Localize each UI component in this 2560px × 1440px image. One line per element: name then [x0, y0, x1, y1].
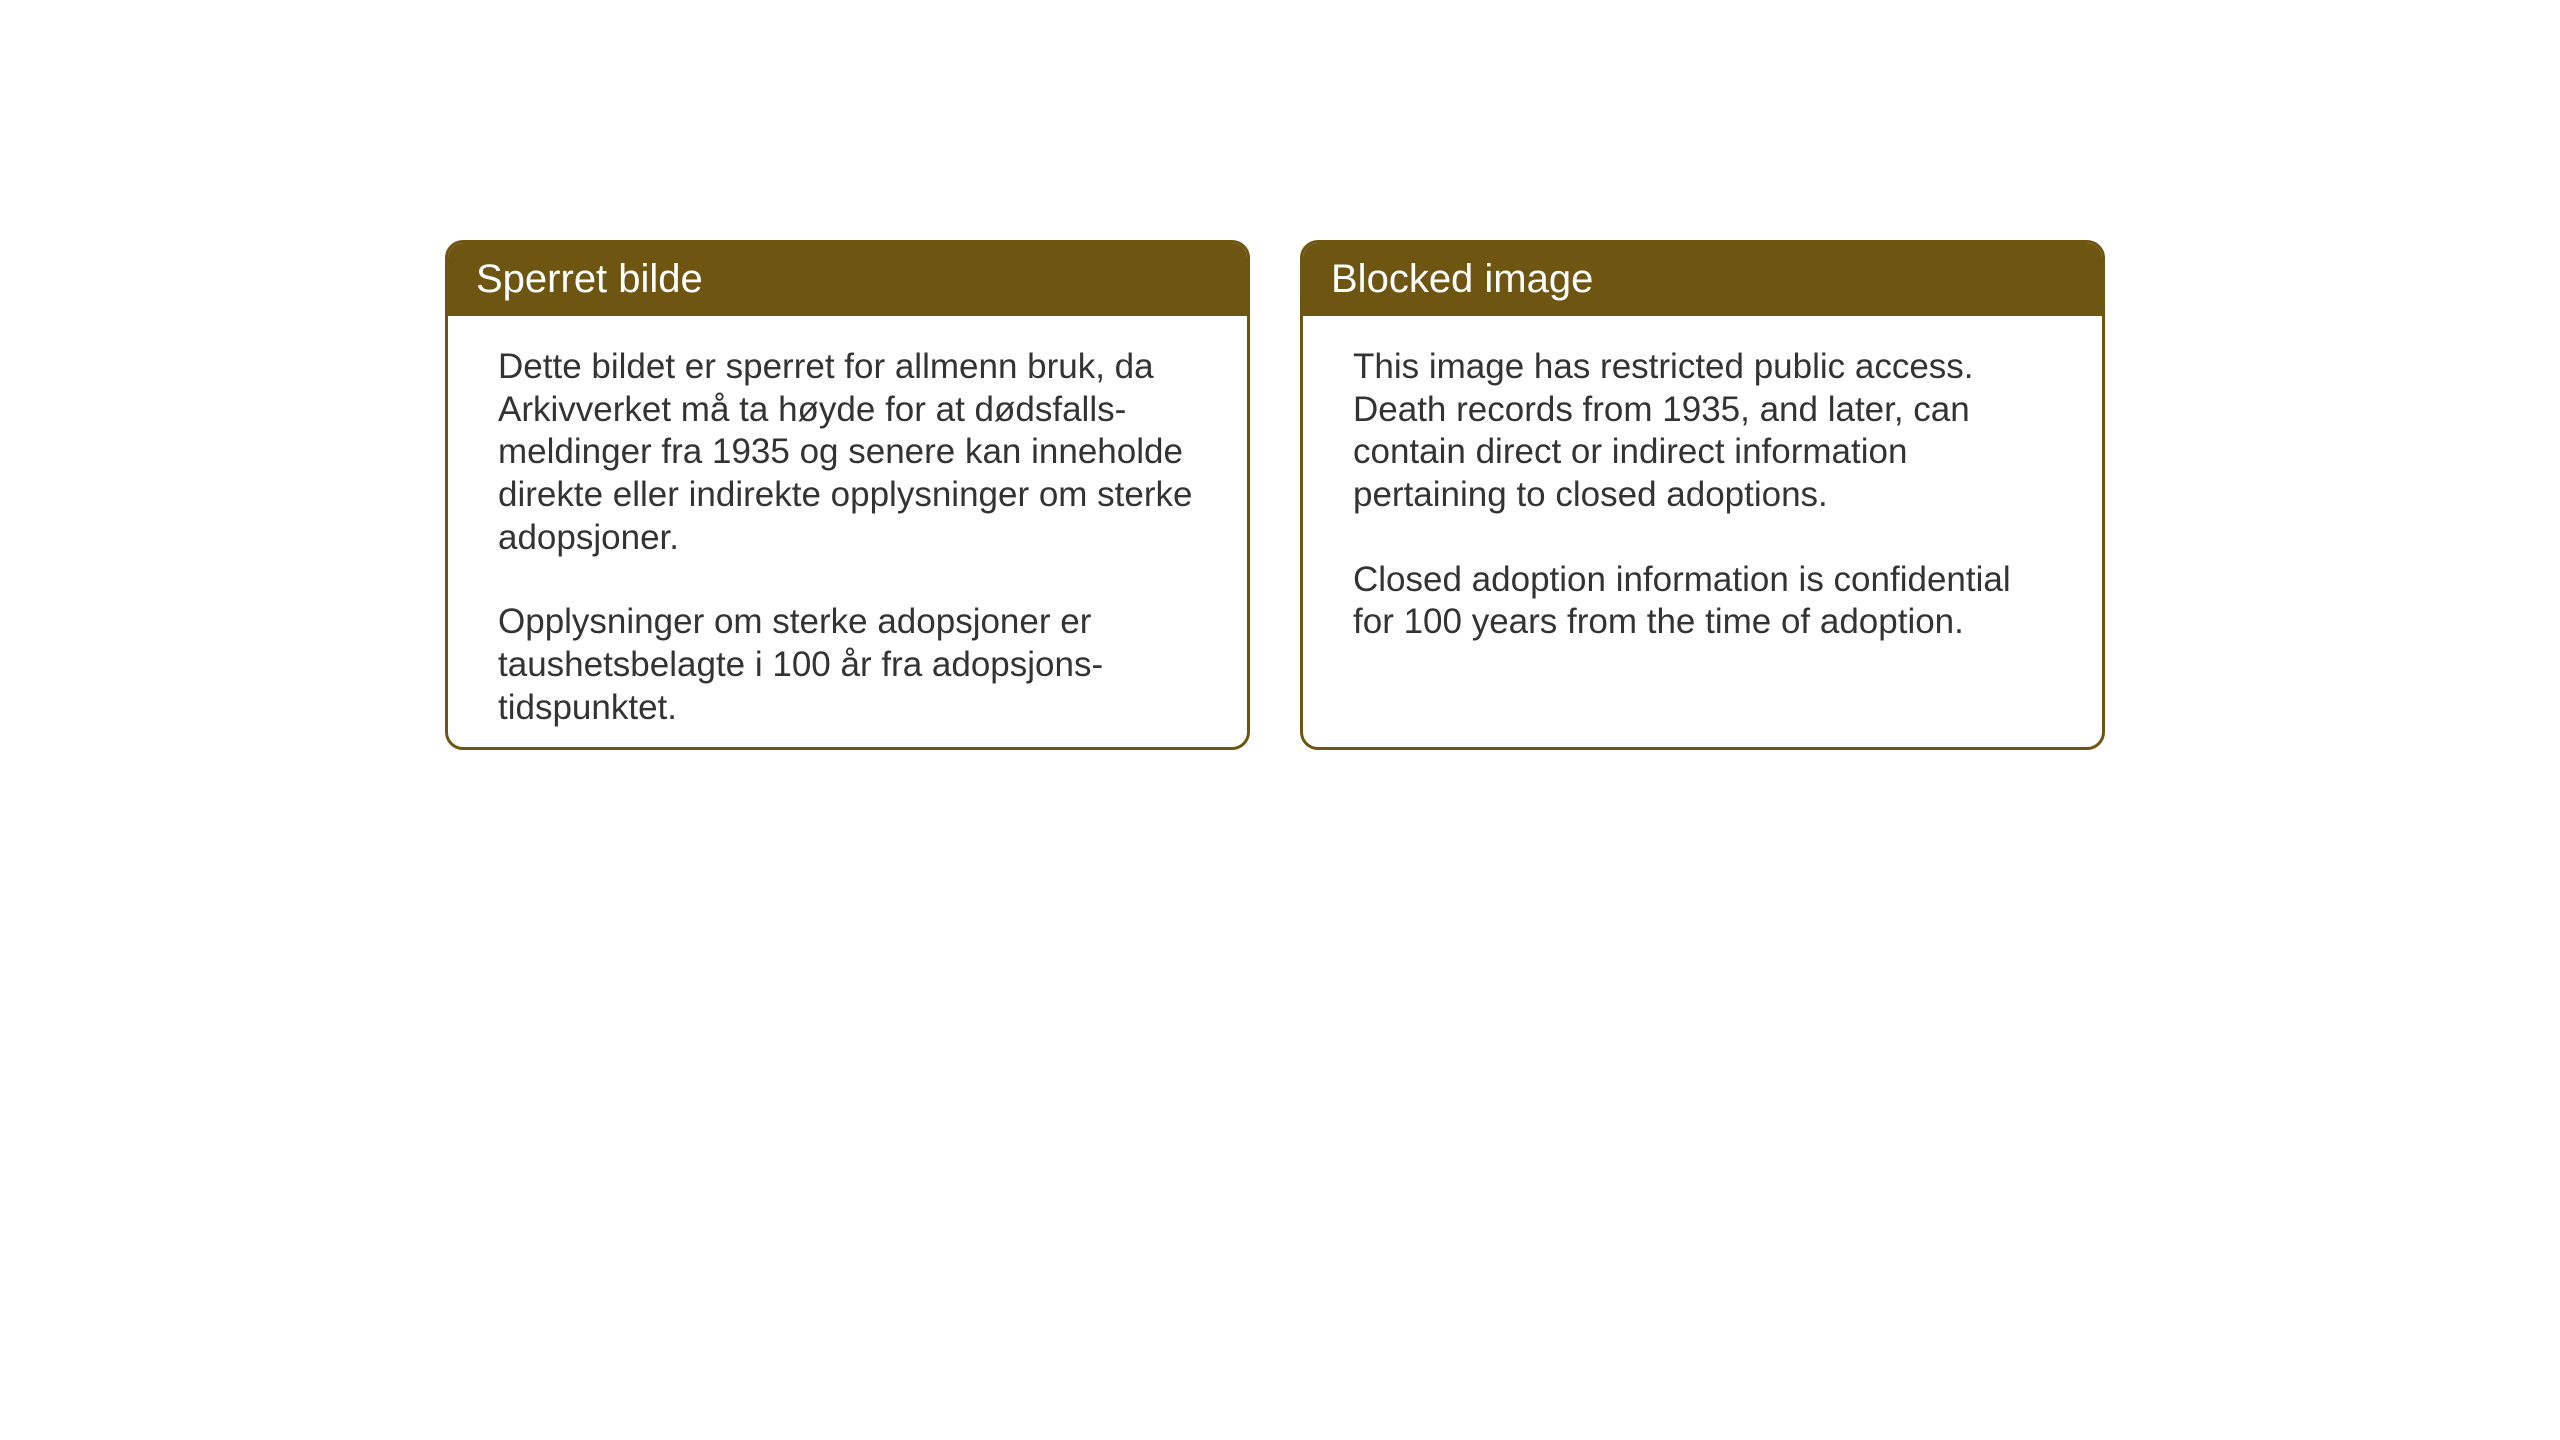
card-norwegian-title: Sperret bilde [476, 257, 703, 301]
card-english-title: Blocked image [1331, 257, 1593, 301]
card-norwegian-header: Sperret bilde [448, 243, 1247, 316]
card-english-body: This image has restricted public access.… [1303, 316, 2102, 674]
card-english-paragraph-1: This image has restricted public access.… [1353, 346, 2052, 517]
card-norwegian-body: Dette bildet er sperret for allmenn bruk… [448, 316, 1247, 750]
card-norwegian-paragraph-1: Dette bildet er sperret for allmenn bruk… [498, 346, 1197, 559]
card-norwegian-paragraph-2: Opplysninger om sterke adopsjoner er tau… [498, 601, 1197, 729]
card-english-paragraph-2: Closed adoption information is confident… [1353, 559, 2052, 644]
card-english-header: Blocked image [1303, 243, 2102, 316]
cards-container: Sperret bilde Dette bildet er sperret fo… [0, 0, 2560, 750]
card-english: Blocked image This image has restricted … [1300, 240, 2105, 750]
card-norwegian: Sperret bilde Dette bildet er sperret fo… [445, 240, 1250, 750]
